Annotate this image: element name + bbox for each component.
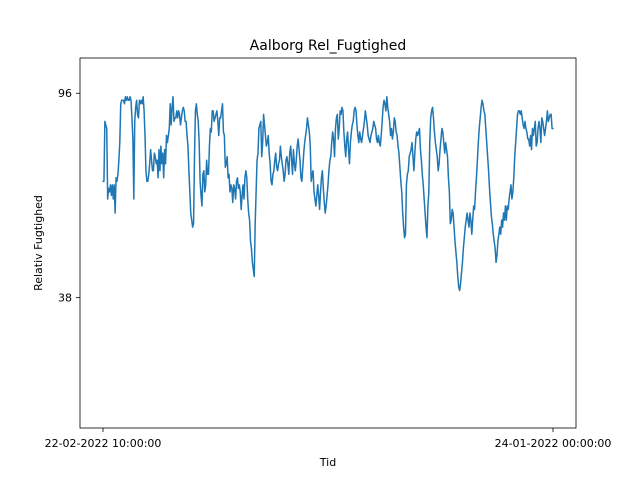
y-tick-label: 38 [58,292,72,305]
y-axis-ticks: 38 96 [58,87,80,305]
y-axis-label: Relativ Fugtighed [32,195,45,291]
series-line [102,96,554,292]
plot-background [80,58,576,428]
x-tick-label: 24-01-2022 00:00:00 [495,437,612,450]
x-axis-label: Tid [319,456,336,469]
y-tick-label: 96 [58,87,72,100]
x-axis-ticks: 22-02-2022 10:00:00 24-01-2022 00:00:00 [45,428,612,450]
chart-title: Aalborg Rel_Fugtighed [250,38,407,54]
plot-frame [79,57,577,429]
plot-area [79,57,577,429]
x-tick-label: 22-02-2022 10:00:00 [45,437,162,450]
